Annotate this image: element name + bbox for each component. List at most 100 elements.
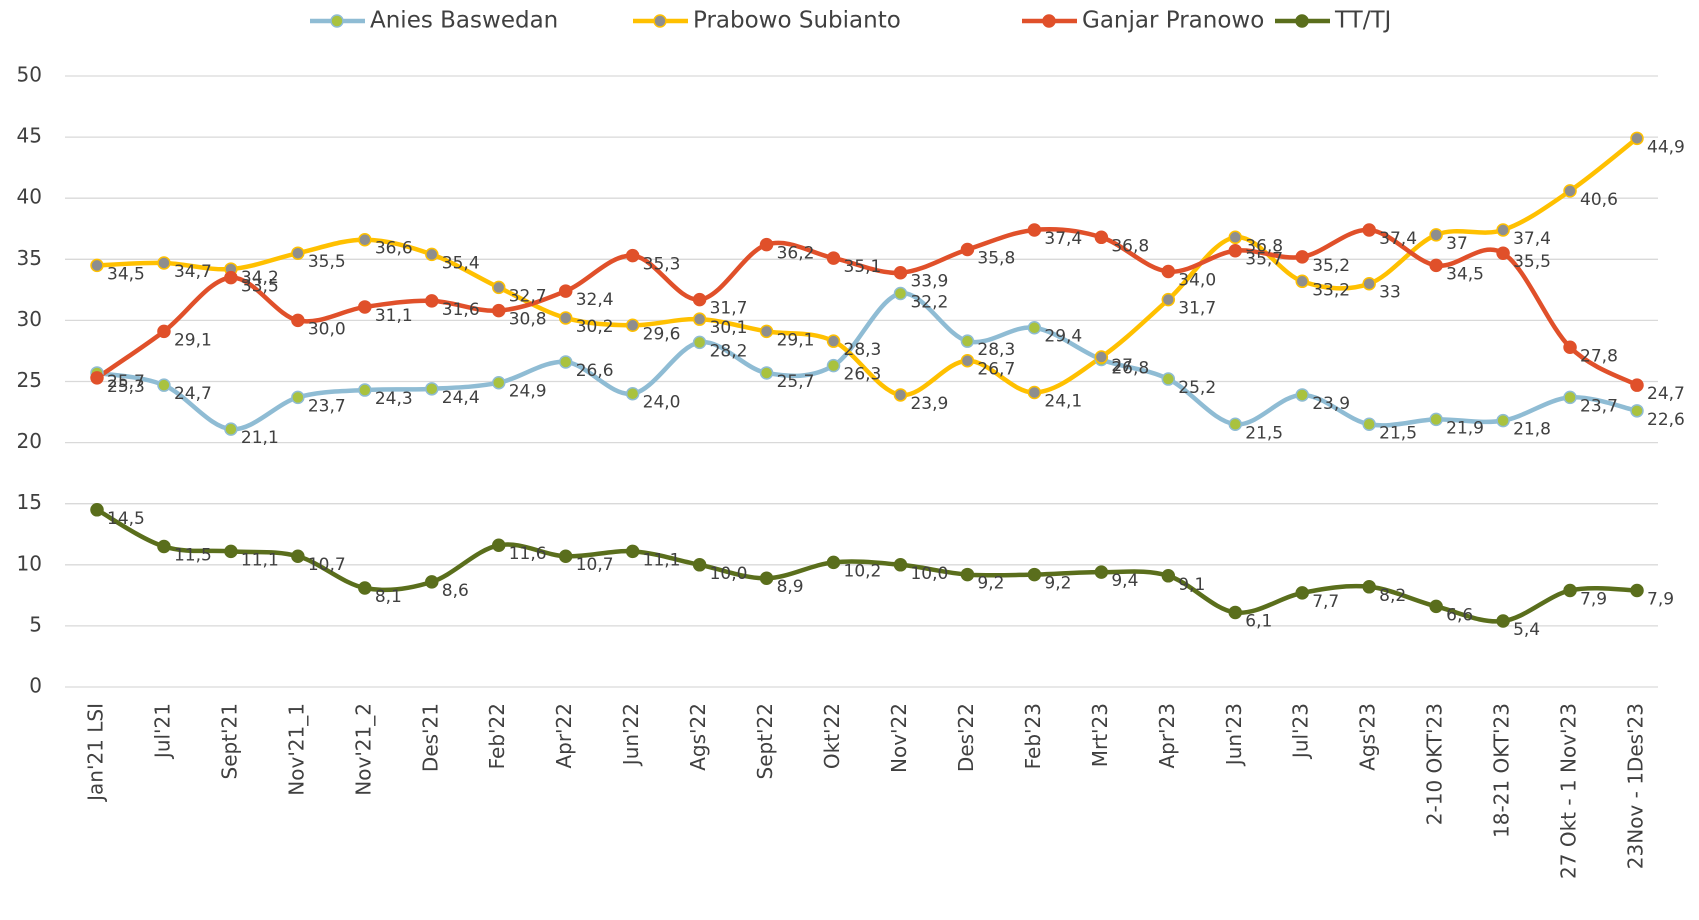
data-point (425, 294, 439, 308)
data-point (826, 555, 841, 570)
data-point (1027, 320, 1042, 335)
data-label: 27 (1111, 356, 1133, 376)
data-point (1362, 580, 1376, 594)
data-label: 14,5 (107, 509, 145, 529)
data-label: 30,2 (576, 317, 614, 337)
data-label: 33,5 (241, 277, 279, 297)
data-label: 37,4 (1379, 229, 1417, 249)
data-point (1496, 614, 1510, 628)
data-point (692, 335, 707, 350)
data-point (291, 313, 305, 328)
data-point (826, 358, 841, 373)
data-point (291, 390, 305, 405)
data-label: 9,1 (1178, 575, 1205, 595)
x-tick-label: Sept'22 (753, 703, 777, 779)
data-point (558, 311, 573, 325)
y-tick-label: 45 (17, 124, 42, 148)
data-label: 30,1 (710, 318, 748, 338)
data-point (1630, 378, 1644, 392)
x-tick-label: Apr'22 (552, 703, 576, 769)
data-label: 24,3 (375, 389, 413, 409)
data-label: 31,6 (442, 300, 480, 320)
data-label: 31,7 (710, 299, 748, 319)
data-label: 9,2 (1044, 574, 1071, 594)
data-label: 11,6 (509, 544, 547, 564)
data-label: 35,5 (308, 252, 346, 272)
legend-label: Anies Baswedan (370, 8, 558, 34)
data-point (960, 334, 975, 348)
x-tick-label: 18-21 OKT'23 (1490, 703, 1514, 838)
data-label: 34,2 (241, 268, 279, 288)
data-point (960, 353, 975, 368)
data-point (425, 575, 439, 589)
data-label: 9,2 (977, 574, 1004, 594)
data-label: 28,2 (710, 341, 748, 361)
data-label: 8,2 (1379, 586, 1406, 606)
data-label: 7,9 (1647, 589, 1674, 609)
data-point (625, 544, 640, 559)
data-label: 21,5 (1379, 423, 1417, 443)
x-tick-label: Nov'21_1 (284, 703, 308, 796)
data-label: 5,4 (1513, 620, 1540, 640)
data-label: 29,6 (643, 324, 681, 344)
x-tick-label: 2-10 OKT'23 (1423, 703, 1447, 825)
data-point (625, 318, 640, 333)
data-label: 23,7 (308, 396, 346, 416)
data-label: 6,6 (1446, 605, 1473, 625)
y-tick-label: 25 (17, 368, 42, 392)
data-label: 32,7 (509, 286, 547, 306)
data-label: 25,2 (1178, 378, 1216, 398)
data-point (358, 300, 372, 314)
x-tick-label: Jul'23 (1289, 703, 1313, 760)
data-label: 26,8 (1111, 359, 1149, 379)
data-label: 35,3 (643, 255, 681, 275)
data-label: 44,9 (1647, 137, 1685, 157)
data-point (558, 284, 573, 298)
data-point (1563, 583, 1577, 598)
legend-marker (653, 14, 667, 28)
data-point (625, 386, 640, 401)
data-point (960, 567, 975, 582)
data-point (358, 232, 372, 247)
data-point (1161, 569, 1176, 583)
x-tick-label: Jan'21 LSI (84, 703, 108, 803)
data-label: 25,3 (107, 377, 145, 397)
data-label: 11,1 (643, 550, 681, 570)
data-label: 27,8 (1580, 346, 1618, 366)
x-tick-label: Ags'22 (686, 703, 710, 771)
legend-marker (1295, 14, 1309, 28)
x-tick-label: Mrt'23 (1088, 703, 1112, 767)
data-point (425, 247, 439, 262)
data-point (1429, 412, 1443, 427)
data-label: 24,4 (442, 388, 480, 408)
data-point (157, 539, 171, 554)
data-label: 35,2 (1312, 256, 1350, 276)
data-label: 24,9 (509, 382, 547, 402)
data-label: 8,1 (375, 587, 402, 607)
x-tick-label: 23Nov - 1Des'23 (1624, 703, 1648, 869)
legend-label: Prabowo Subianto (693, 8, 901, 34)
data-point (558, 549, 573, 563)
data-point (893, 558, 908, 572)
data-label: 10,0 (910, 564, 948, 584)
data-label: 32,4 (576, 290, 614, 310)
data-label: 33,2 (1312, 280, 1350, 300)
x-tick-label: Sept'21 (217, 703, 241, 779)
data-label: 21,9 (1446, 418, 1484, 438)
data-label: 10,2 (844, 561, 882, 581)
data-point (1027, 223, 1042, 237)
data-point (826, 334, 841, 348)
data-label: 37,4 (1044, 229, 1082, 249)
data-point (692, 558, 707, 572)
data-label: 11,1 (241, 550, 279, 570)
data-label: 35,4 (442, 253, 480, 273)
data-point (1228, 243, 1243, 258)
data-point (759, 324, 774, 339)
data-point (1094, 230, 1109, 245)
data-point (759, 366, 774, 380)
data-point (1496, 246, 1510, 260)
data-point (1027, 385, 1042, 400)
data-label: 33,9 (910, 272, 948, 292)
data-label: 29,1 (777, 330, 815, 350)
data-label: 8,6 (442, 581, 469, 601)
